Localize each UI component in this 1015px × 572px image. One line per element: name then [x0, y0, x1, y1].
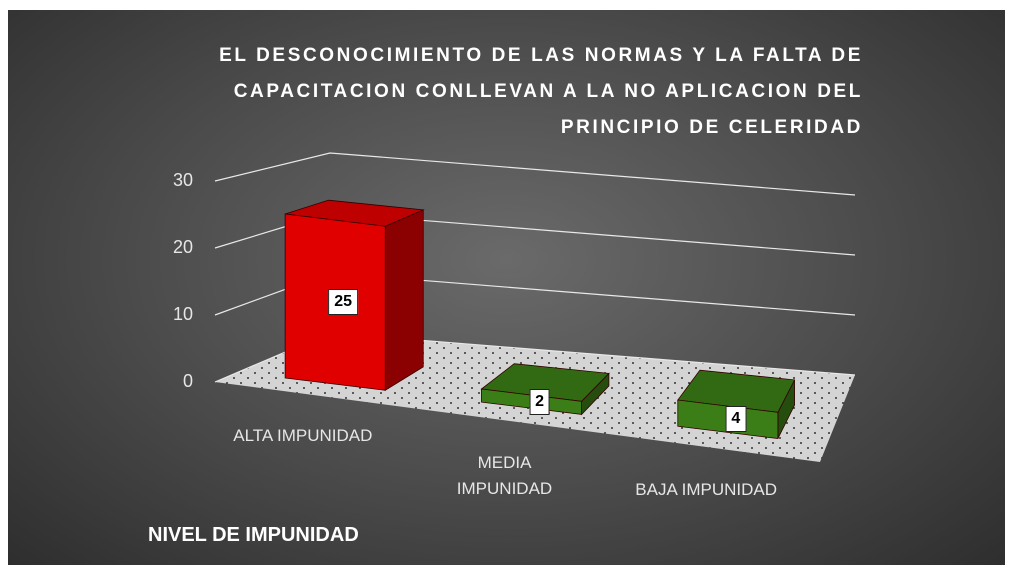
y-tick-label: 20	[173, 237, 193, 257]
bar-side	[384, 209, 424, 392]
chart-title: EL DESCONOCIMIENTO DE LAS NORMAS Y LA FA…	[219, 45, 863, 138]
x-tick-label: MEDIA IMPUNIDAD	[456, 453, 553, 498]
x-tick-label: BAJA IMPUNIDAD	[635, 479, 777, 499]
y-tick-label: 30	[173, 170, 193, 190]
x-tick-label: ALTA IMPUNIDAD	[233, 426, 373, 446]
value-label: 2	[529, 388, 550, 415]
y-tick-label: 10	[173, 304, 193, 324]
x-axis-title: NIVEL DE IMPUNIDAD	[148, 524, 359, 546]
y-tick-label: 0	[183, 371, 193, 391]
grid-line	[214, 152, 856, 196]
value-label: 25	[328, 289, 359, 316]
value-label: 4	[725, 406, 747, 433]
